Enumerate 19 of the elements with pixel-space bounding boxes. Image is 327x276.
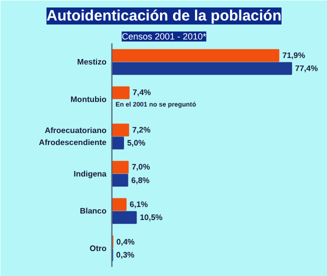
data-label: 7,4% <box>132 88 151 98</box>
data-label: 6,1% <box>130 200 148 210</box>
chart-subtitle: Censos 2001 - 2010* <box>122 32 207 42</box>
data-label: 7,0% <box>132 162 150 172</box>
data-label: 0,4% <box>116 237 135 246</box>
data-label: 5,0% <box>127 138 146 148</box>
y-tick-label: Blanco <box>80 206 107 216</box>
data-label: 0,3% <box>116 250 134 260</box>
data-label: 71,9% <box>282 50 306 60</box>
data-label: 7,2% <box>132 125 150 134</box>
chart-title: Autoidenticación de la población <box>46 8 282 24</box>
data-label: 77,4% <box>295 64 318 74</box>
y-tick-label: Mestizo <box>77 57 107 66</box>
data-label: 6,8% <box>131 176 150 185</box>
data-label: 10,5% <box>140 213 163 222</box>
y-tick-label: Indigena <box>74 169 108 178</box>
y-tick-label: Afroecuatoriano Afrodescendiente <box>38 126 108 147</box>
y-tick-label: Montubio <box>70 94 107 104</box>
y-tick-label: Otro <box>90 244 107 253</box>
